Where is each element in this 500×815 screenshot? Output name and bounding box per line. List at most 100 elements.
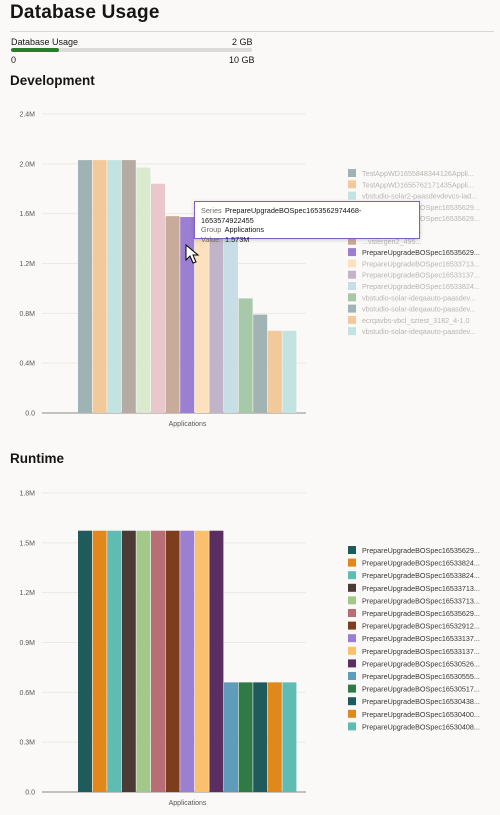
bar	[151, 183, 165, 413]
x-category-label: Applications	[169, 800, 207, 807]
bar	[253, 314, 268, 413]
development-title: Development	[10, 73, 95, 88]
legend-swatch	[348, 672, 356, 680]
legend-label: PrepareUpgradeBOSpec16533824...	[362, 571, 480, 580]
legend-label: PrepareUpgradeBOSpec16533713...	[362, 584, 480, 593]
bar	[151, 530, 165, 792]
legend-swatch	[348, 722, 356, 731]
legend-label: PrepareUpgradeBOSpec16535629...	[362, 214, 480, 223]
bar	[121, 160, 136, 413]
legend-label: PrepareUpgradeBOSpec16535629...	[362, 248, 480, 257]
legend-swatch	[348, 596, 356, 605]
legend-swatch	[348, 259, 356, 268]
legend-label: PrepareUpgradeBOSpec16533137...	[362, 647, 480, 656]
legend-label: PrepareUpgradeBOSpec16533824...	[362, 559, 480, 568]
bar	[209, 530, 224, 792]
legend-label: PrepareUpgradeBOSpec16532912...	[362, 622, 480, 631]
legend-swatch	[348, 169, 356, 177]
legend-swatch	[348, 236, 356, 245]
chart-tooltip: Series PrepareUpgradeBOSpec1653562974468…	[194, 201, 420, 244]
bar	[224, 216, 238, 413]
y-tick-label: 1.8M	[19, 491, 35, 498]
y-tick-label: 0.0	[25, 411, 35, 418]
legend-swatch	[348, 583, 356, 592]
legend-label: PrepareUpgradeBOSpec16530517...	[362, 685, 480, 694]
legend-label: TestAppWD1655848344126Appli...	[362, 169, 474, 178]
legend-swatch	[348, 558, 356, 567]
bar	[267, 330, 282, 413]
y-tick-label: 0.3M	[19, 740, 35, 747]
bar	[107, 530, 122, 792]
bar	[92, 160, 107, 413]
legend-label: PrepareUpgradeBOSpec16533824...	[362, 282, 480, 291]
y-tick-label: 1.5M	[19, 540, 35, 547]
legend-swatch	[348, 646, 356, 655]
bar	[209, 216, 224, 413]
bar	[180, 530, 195, 792]
usage-progress-fill	[11, 48, 60, 52]
legend-swatch	[348, 621, 356, 630]
bar	[121, 530, 136, 792]
legend-label: ...vstergen2_495...	[362, 237, 422, 246]
legend-swatch	[348, 697, 356, 706]
usage-progress-bar	[11, 48, 252, 52]
bar	[267, 682, 282, 792]
y-tick-label: 0.9M	[19, 640, 35, 647]
bar	[180, 217, 195, 413]
legend-swatch	[348, 180, 356, 189]
legend-swatch	[348, 327, 356, 336]
legend-swatch	[348, 282, 356, 290]
bar	[282, 330, 297, 413]
bar	[238, 682, 253, 792]
y-tick-label: 1.2M	[19, 261, 35, 268]
bar	[136, 167, 151, 413]
bar	[78, 530, 92, 792]
bar	[238, 298, 253, 413]
bar	[107, 160, 122, 413]
legend-swatch	[348, 191, 356, 200]
legend-label: vbstudio-solar-ideqaauto-paasdev...	[362, 293, 476, 302]
usage-label: Database Usage	[11, 37, 79, 47]
y-tick-label: 2.4M	[19, 112, 35, 119]
y-tick-label: 0.4M	[19, 361, 35, 368]
legend-swatch	[348, 659, 356, 668]
y-tick-label: 0.0	[25, 790, 35, 797]
development-chart[interactable]: 0.0 0.4M 0.8M 1.2M 1.6M 2.0M 2.4M Applications T…	[0, 100, 500, 440]
legend-label: PrepareUpgradeBOSpec16533713...	[362, 259, 480, 268]
legend-swatch	[348, 609, 356, 617]
usage-max-label: 10 GB	[229, 55, 255, 65]
runtime-chart[interactable]: 0.0 0.3M 0.6M 0.9M 1.2M 1.5M 1.8M Applications P…	[0, 480, 500, 810]
legend-label: ecrqavbs-vbcl_sztest_3182_4-1.0	[362, 316, 469, 325]
y-tick-label: 0.6M	[19, 690, 35, 697]
usage-total: 2 GB	[232, 37, 253, 47]
legend-label: vbstudio-solar2-paasdevdevcs-lad...	[362, 192, 477, 201]
legend-swatch	[348, 634, 356, 643]
legend-label: vbstudio-solar-ideqaauto-paasdev...	[362, 327, 476, 336]
tooltip-group-value: Applications	[224, 225, 264, 234]
tooltip-group-key: Group	[201, 225, 222, 234]
page-title: Database Usage	[10, 2, 160, 23]
legend-label: PrepareUpgradeBOSpec16535629...	[362, 609, 480, 618]
runtime-title: Runtime	[10, 451, 64, 466]
legend-swatch	[348, 546, 356, 554]
legend-label: vbstudio-solar-ideqaauto-paasdev...	[362, 305, 476, 314]
title-divider	[10, 31, 494, 32]
legend-swatch	[348, 684, 356, 693]
legend-label: PrepareUpgradeBOSpec16530408...	[362, 722, 480, 731]
tooltip-series-key: Series	[201, 206, 222, 215]
tooltip-value-value: 1.573M	[225, 234, 250, 244]
legend-swatch	[348, 571, 356, 580]
usage-min-label: 0	[11, 55, 17, 65]
legend-label: PrepareUpgradeBOSpec16530526...	[362, 659, 480, 668]
bar	[282, 682, 297, 792]
bar	[136, 530, 151, 792]
legend-label: PrepareUpgradeBOSpec16530400...	[362, 710, 480, 719]
legend-label: PrepareUpgradeBOSpec16533137...	[362, 634, 480, 643]
bar	[165, 530, 180, 792]
tooltip-value-key: Value	[201, 234, 220, 244]
y-tick-label: 1.6M	[19, 211, 35, 218]
y-tick-label: 1.2M	[19, 590, 35, 597]
legend-swatch	[348, 315, 356, 324]
legend-swatch	[348, 293, 356, 302]
legend-label: PrepareUpgradeBOSpec16535629...	[362, 203, 480, 212]
